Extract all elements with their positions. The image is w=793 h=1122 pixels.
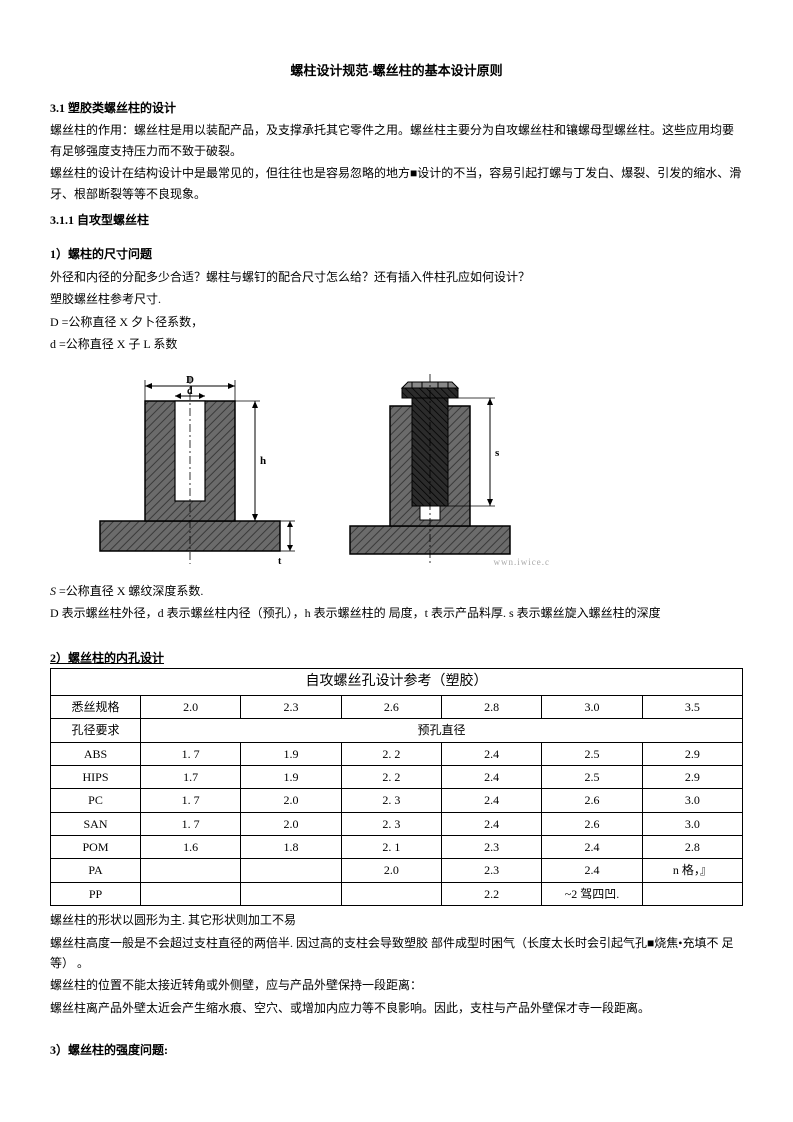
- hole-design-table: 自攻螺丝孔设计参考（塑胶） 悉丝规格 2.0 2.3 2.6 2.8 3.0 3…: [50, 668, 743, 906]
- after-diagram-p1: S S =公称直径 X 螺纹深度系数.=公称直径 X 螺纹深度系数.: [50, 581, 743, 601]
- table-title-row: 自攻螺丝孔设计参考（塑胶）: [51, 668, 743, 695]
- value-cell: 1. 7: [141, 742, 241, 765]
- size-5: 3.5: [642, 695, 742, 718]
- value-cell: 1. 7: [141, 789, 241, 812]
- value-cell: [141, 882, 241, 905]
- after-diagram-p2: D 表示螺丝柱外径，d 表示螺丝柱内径（预孔），h 表示螺丝柱的 局度，t 表示…: [50, 603, 743, 623]
- value-cell: [642, 882, 742, 905]
- after-table-p2: 螺丝柱高度一般是不会超过支柱直径的两倍半. 因过高的支柱会导致塑胶 部件成型时困…: [50, 933, 743, 974]
- value-cell: 1. 7: [141, 812, 241, 835]
- boss-diagram-left: D d h t: [90, 366, 300, 572]
- after-table-p3: 螺丝柱的位置不能太接近转角或外侧壁，应与产品外壁保持一段距离：: [50, 975, 743, 995]
- after-table-p4: 螺丝柱离产品外壁太近会产生缩水痕、空穴、或增加内应力等不良影响。因此，支柱与产品…: [50, 998, 743, 1018]
- value-cell: 2.0: [241, 812, 341, 835]
- value-cell: 2.4: [441, 742, 541, 765]
- table-row: SAN1. 72.02. 32.42.63.0: [51, 812, 743, 835]
- value-cell: 1.6: [141, 836, 241, 859]
- material-cell: PC: [51, 789, 141, 812]
- watermark-text: wwn.iwice.c: [494, 555, 550, 570]
- after-table-p1: 螺丝柱的形状以圆形为主. 其它形状则加工不易: [50, 910, 743, 930]
- value-cell: 2. 2: [341, 742, 441, 765]
- value-cell: 2.4: [441, 812, 541, 835]
- section-3-1-1-heading: 3.1.1 自攻型螺丝柱: [50, 210, 743, 230]
- value-cell: [341, 882, 441, 905]
- material-cell: POM: [51, 836, 141, 859]
- material-cell: ABS: [51, 742, 141, 765]
- size-3: 2.8: [441, 695, 541, 718]
- q1-p3: D =公称直径 X 夕卜径系数，: [50, 312, 743, 332]
- value-cell: 2.4: [542, 836, 642, 859]
- value-cell: 2.9: [642, 742, 742, 765]
- size-4: 3.0: [542, 695, 642, 718]
- material-cell: SAN: [51, 812, 141, 835]
- value-cell: 2. 3: [341, 812, 441, 835]
- value-cell: 2. 3: [341, 789, 441, 812]
- size-2: 2.6: [341, 695, 441, 718]
- value-cell: n 格，』: [642, 859, 742, 882]
- section-3-1-heading: 3.1 塑胶类螺丝柱的设计: [50, 98, 743, 118]
- value-cell: 2.3: [441, 859, 541, 882]
- q1-heading: 1）螺柱的尺寸问题: [50, 244, 743, 264]
- value-cell: 1.9: [241, 765, 341, 788]
- table-title: 自攻螺丝孔设计参考（塑胶）: [51, 668, 743, 695]
- value-cell: ~2 驾四凹.: [542, 882, 642, 905]
- page-title: 螺柱设计规范-螺丝柱的基本设计原则: [50, 60, 743, 82]
- section-3-1-p2: 螺丝柱的设计在结构设计中是最常见的，但往往也是容易忽略的地方■设计的不当，容易引…: [50, 163, 743, 204]
- value-cell: 2.9: [642, 765, 742, 788]
- header-label: 悉丝规格: [51, 695, 141, 718]
- svg-text:D: D: [186, 374, 194, 386]
- value-cell: 1.9: [241, 742, 341, 765]
- material-cell: PA: [51, 859, 141, 882]
- table-row: HIPS1.71.92. 22.42.52.9: [51, 765, 743, 788]
- material-cell: HIPS: [51, 765, 141, 788]
- size-1: 2.3: [241, 695, 341, 718]
- value-cell: 1.7: [141, 765, 241, 788]
- boss-diagram-right: s wwn.iwice.c: [340, 366, 540, 572]
- value-cell: 1.8: [241, 836, 341, 859]
- value-cell: 2.4: [542, 859, 642, 882]
- section-3-1-p1: 螺丝柱的作用：螺丝柱是用以装配产品，及支撑承托其它零件之用。螺丝柱主要分为自攻螺…: [50, 120, 743, 161]
- table-row: ABS1. 71.92. 22.42.52.9: [51, 742, 743, 765]
- q1-p2: 塑胶螺丝柱参考尺寸.: [50, 289, 743, 309]
- svg-text:t: t: [278, 556, 282, 566]
- value-cell: 2.5: [542, 765, 642, 788]
- value-cell: 2.5: [542, 742, 642, 765]
- value-cell: 2. 2: [341, 765, 441, 788]
- size-0: 2.0: [141, 695, 241, 718]
- table-row: POM1.61.82. 12.32.42.8: [51, 836, 743, 859]
- table-header-row: 悉丝规格 2.0 2.3 2.6 2.8 3.0 3.5: [51, 695, 743, 718]
- value-cell: 3.0: [642, 789, 742, 812]
- value-cell: [241, 859, 341, 882]
- row2-span: 预孔直径: [141, 719, 743, 742]
- q3-heading: 3）螺丝柱的强度问题:: [50, 1040, 743, 1060]
- table-row: PP 2.2~2 驾四凹.: [51, 882, 743, 905]
- value-cell: 2.6: [542, 812, 642, 835]
- svg-text:h: h: [260, 455, 266, 467]
- svg-text:d: d: [187, 386, 193, 397]
- diagram-row: D d h t: [90, 366, 743, 572]
- q2-heading: 2）螺丝柱的内孔设计: [50, 648, 743, 668]
- value-cell: 2.2: [441, 882, 541, 905]
- material-cell: PP: [51, 882, 141, 905]
- table-row: PC1. 72.02. 32.42.63.0: [51, 789, 743, 812]
- table-row: PA 2.02.32.4n 格，』: [51, 859, 743, 882]
- value-cell: 2. 1: [341, 836, 441, 859]
- value-cell: 2.8: [642, 836, 742, 859]
- value-cell: [141, 859, 241, 882]
- value-cell: 3.0: [642, 812, 742, 835]
- q1-p4: d =公称直径 X 子 L 系数: [50, 334, 743, 354]
- table-subheader-row: 孔径要求 预孔直径: [51, 719, 743, 742]
- svg-text:s: s: [495, 447, 500, 459]
- value-cell: [241, 882, 341, 905]
- value-cell: 2.4: [441, 789, 541, 812]
- value-cell: 2.0: [241, 789, 341, 812]
- value-cell: 2.6: [542, 789, 642, 812]
- q1-p1: 外径和内径的分配多少合适？螺柱与螺钉的配合尺寸怎么给？还有插入件柱孔应如何设计？: [50, 267, 743, 287]
- value-cell: 2.3: [441, 836, 541, 859]
- row2-label: 孔径要求: [51, 719, 141, 742]
- value-cell: 2.4: [441, 765, 541, 788]
- value-cell: 2.0: [341, 859, 441, 882]
